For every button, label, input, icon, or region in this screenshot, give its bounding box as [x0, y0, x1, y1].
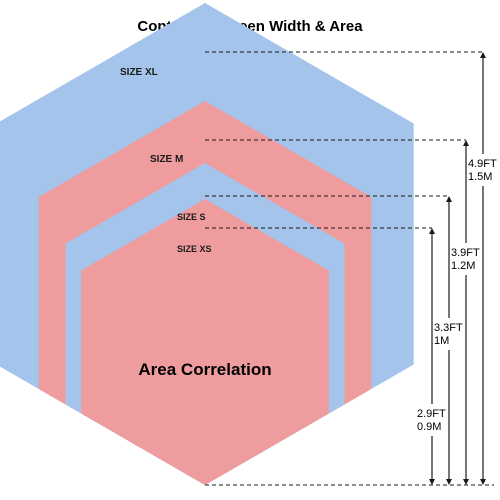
center-label: Area Correlation: [125, 360, 285, 380]
dim-label-0: 4.9FT1.5M: [468, 158, 497, 183]
dim-label-2: 3.3FT1M: [434, 322, 463, 347]
hex-label-3: SIZE XS: [177, 244, 212, 254]
hex-label-2: SIZE S: [177, 212, 206, 222]
dim-m-2: 1M: [434, 335, 463, 348]
hex-label-1: SIZE M: [150, 154, 183, 165]
dim-ft-0: 4.9FT: [468, 158, 497, 171]
dim-label-1: 3.9FT1.2M: [451, 247, 480, 272]
hex-label-0: SIZE XL: [120, 67, 158, 78]
dim-m-3: 0.9M: [417, 421, 446, 434]
dim-ft-1: 3.9FT: [451, 247, 480, 260]
dim-ft-3: 2.9FT: [417, 408, 446, 421]
dim-m-0: 1.5M: [468, 171, 497, 184]
dim-label-3: 2.9FT0.9M: [417, 408, 446, 433]
dim-ft-2: 3.3FT: [434, 322, 463, 335]
dim-m-1: 1.2M: [451, 260, 480, 273]
